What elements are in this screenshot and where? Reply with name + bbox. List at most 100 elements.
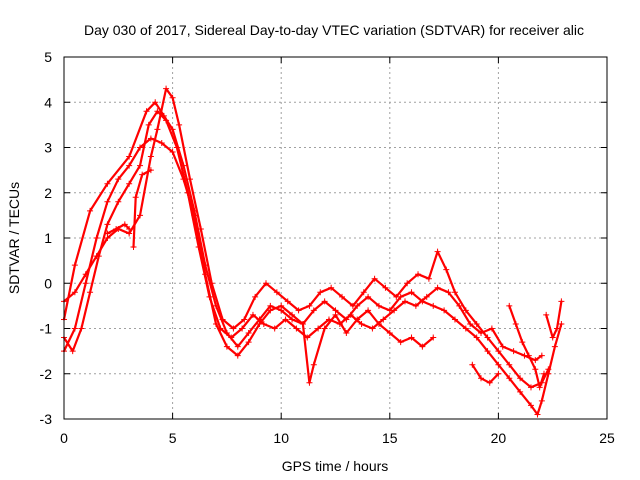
series-trace-2 xyxy=(61,135,437,386)
data-point xyxy=(230,325,237,332)
data-point xyxy=(273,289,280,296)
data-point xyxy=(115,176,122,183)
data-point xyxy=(282,316,289,323)
data-point xyxy=(495,361,502,368)
chart-title: Day 030 of 2017, Sidereal Day-to-day VTE… xyxy=(84,22,584,38)
data-point xyxy=(310,361,317,368)
data-point xyxy=(495,348,502,355)
data-point xyxy=(369,325,376,332)
data-point xyxy=(517,388,524,395)
data-point xyxy=(147,167,154,174)
axis-ticks xyxy=(63,56,608,420)
x-tick-label: 15 xyxy=(382,430,398,446)
data-point xyxy=(380,316,387,323)
data-point xyxy=(484,348,491,355)
data-point xyxy=(169,94,176,101)
data-point xyxy=(549,334,556,341)
data-point xyxy=(219,316,226,323)
data-point xyxy=(467,320,474,327)
data-point xyxy=(147,135,154,142)
y-tick-label: 1 xyxy=(44,230,52,246)
data-point xyxy=(104,230,111,237)
data-point xyxy=(104,198,111,205)
data-point xyxy=(217,325,224,332)
data-point xyxy=(87,207,94,214)
data-point xyxy=(173,144,180,151)
data-point xyxy=(495,370,502,377)
data-point xyxy=(391,307,398,314)
y-tick-label: 3 xyxy=(44,140,52,156)
data-point xyxy=(462,307,469,314)
series-trace-9 xyxy=(469,361,502,386)
data-point xyxy=(206,293,213,300)
data-point xyxy=(506,375,513,382)
data-point xyxy=(132,194,139,201)
data-point xyxy=(349,302,356,309)
data-point xyxy=(139,171,146,178)
data-point xyxy=(152,99,159,106)
y-tick-labels: -3 -2 -1 0 1 2 3 4 5 xyxy=(40,49,53,427)
data-point xyxy=(137,162,144,169)
data-point xyxy=(321,325,328,332)
data-point xyxy=(404,280,411,287)
data-point xyxy=(93,235,100,241)
data-point xyxy=(551,343,558,350)
x-tick-label: 10 xyxy=(273,430,289,446)
data-point xyxy=(397,339,404,346)
data-point xyxy=(176,121,183,128)
data-point xyxy=(186,176,193,183)
data-point xyxy=(441,307,448,314)
data-point xyxy=(293,325,300,332)
data-point xyxy=(506,361,513,368)
data-point xyxy=(295,307,302,314)
data-point xyxy=(545,366,552,373)
data-point xyxy=(126,153,133,160)
data-point xyxy=(71,262,78,269)
data-point xyxy=(306,379,313,386)
y-tick-label: 0 xyxy=(44,275,52,291)
data-point xyxy=(336,320,343,327)
data-point xyxy=(154,108,161,115)
data-point xyxy=(558,298,565,305)
data-point xyxy=(271,325,278,332)
data-point xyxy=(143,108,150,115)
data-point xyxy=(538,352,545,359)
series-trace-5 xyxy=(130,167,154,251)
data-point xyxy=(527,402,534,409)
data-point xyxy=(126,162,133,169)
data-point xyxy=(304,334,311,341)
data-point xyxy=(554,325,561,332)
data-point xyxy=(365,307,372,314)
data-point xyxy=(113,225,120,232)
data-point xyxy=(462,325,469,332)
data-point xyxy=(104,180,111,187)
data-point xyxy=(402,298,409,305)
data-point xyxy=(451,289,458,296)
data-point xyxy=(478,330,485,337)
data-point xyxy=(245,330,252,337)
data-point xyxy=(252,293,259,300)
data-point xyxy=(434,248,441,255)
data-point xyxy=(358,320,365,327)
y-tick-label: -2 xyxy=(40,366,53,382)
data-point xyxy=(71,325,78,332)
data-point xyxy=(360,289,367,296)
data-point xyxy=(321,298,328,305)
data-point xyxy=(306,302,313,309)
data-point xyxy=(386,330,393,337)
data-point xyxy=(408,334,415,341)
data-point xyxy=(486,379,493,386)
data-point xyxy=(382,284,389,291)
data-point xyxy=(339,293,346,300)
series-trace-6 xyxy=(104,221,133,237)
y-axis-label: SDTVAR / TECUs xyxy=(6,182,22,294)
data-point xyxy=(195,244,202,251)
data-point xyxy=(430,302,437,309)
data-point xyxy=(519,339,526,346)
data-point xyxy=(245,339,252,346)
data-point xyxy=(478,375,485,382)
data-point xyxy=(538,397,545,404)
y-tick-label: 5 xyxy=(44,49,52,65)
data-point xyxy=(154,126,161,133)
